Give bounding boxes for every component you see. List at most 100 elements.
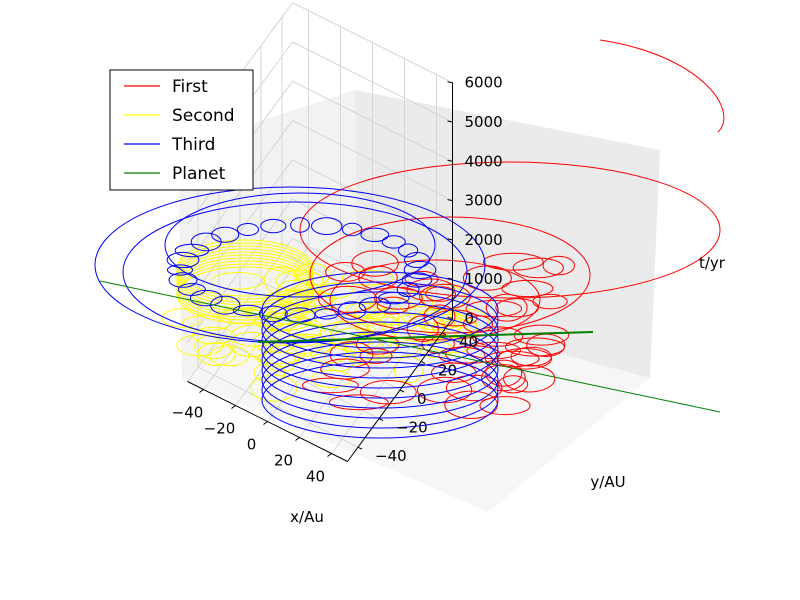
third-stack-8 [261,281,499,359]
first-loop-27 [479,396,531,416]
first-loop-1 [512,257,564,279]
x-tick-label-0: −40 [172,404,204,422]
y-tick-label-3: 20 [438,361,457,379]
first-loop-44 [376,296,410,315]
second-loop-37 [181,315,232,331]
legend-label-planet: Planet [172,164,226,184]
first-loop-26 [417,376,473,404]
third-loop-0 [403,260,437,280]
planet-path-long [99,280,721,413]
legend: First Second Third Planet [109,69,254,191]
z-tick-mark-2 [447,238,453,241]
first-loop-42 [423,304,456,329]
third-loop-5 [337,301,367,320]
z-tick-label-5: 5000 [465,113,503,131]
first-orbit-2 [299,161,721,299]
third-loop-22 [311,217,343,236]
z-tick-label-3: 3000 [465,192,503,210]
second-loop-64 [263,266,299,295]
z-tick-mark-1 [447,277,453,280]
first-loop-32 [445,374,503,402]
first-loop-20 [485,293,528,322]
grid-left-wall-h-2 [187,159,293,304]
first-loop-29 [496,348,553,370]
second-loop-46 [362,340,419,358]
first-loop-10 [425,286,457,302]
z-tick-label-1: 1000 [465,270,503,288]
z-tick-mark-0 [447,317,453,319]
legend-label-first: First [172,77,208,97]
third-orbit-0 [164,192,436,298]
second-loop-12 [263,344,300,373]
first-loop-41 [404,270,439,287]
z-tick-mark-3 [447,199,453,202]
y-tick-label-1: −20 [396,419,428,437]
third-stack-0 [261,361,499,439]
second-loop-16 [341,269,394,286]
third-loop-1 [401,272,433,288]
first-loop-30 [497,375,529,394]
third-loop-26 [398,243,419,258]
y-tick-mark-3 [420,360,426,364]
x-tick-label-1: −20 [204,420,236,438]
first-loop-4 [503,364,556,393]
grid-right-wall-h-3 [292,120,453,202]
second-loop-13 [176,334,224,357]
third-loop-20 [260,218,287,234]
y-tick-mark-1 [378,418,384,422]
third-orbit-1 [122,201,468,343]
third-stack-6 [261,301,499,379]
x-tick-label-3: 20 [274,452,293,470]
third-loop-11 [189,289,223,307]
first-loop-46 [481,364,526,392]
z-tick-mark-6 [447,81,453,84]
third-orbit-2 [94,186,486,344]
z-axis-label: t/yr [699,254,726,272]
third-loop-15 [166,251,200,269]
first-loop-31 [351,250,399,277]
third-loop-24 [360,227,390,243]
second-loop-35 [192,326,235,345]
first-loop-18 [359,348,393,364]
first-loop-47 [462,265,512,291]
y-tick-label-4: 40 [459,333,478,351]
x-tick-mark-4 [327,453,332,457]
x-tick-mark-2 [263,421,268,425]
z-tick-label-2: 2000 [465,231,503,249]
third-stack-1 [261,351,499,429]
x-tick-label-4: 40 [306,468,325,486]
legend-label-second: Second [172,106,235,126]
first-loop-43 [406,315,439,343]
third-loop-21 [290,217,310,233]
second-band-9 [176,239,314,297]
grid-left-wall-h-3 [187,120,293,264]
first-loop-14 [466,341,522,360]
third-stack-4 [261,321,499,399]
second-loop-28 [393,355,424,384]
third-loop-4 [358,297,391,314]
first-loop-6 [329,394,389,411]
second-loop-31 [196,342,236,366]
x-axis-label: x/Au [290,508,324,526]
third-loop-25 [381,235,406,249]
z-tick-mark-4 [447,159,453,162]
third-loop-13 [168,272,198,288]
third-loop-19 [236,223,259,236]
x-tick-label-2: 0 [247,436,257,454]
third-loop-23 [341,222,363,237]
third-loop-9 [232,304,263,317]
tick-labels: −40−2002040−40−2002040010002000300040005… [172,74,503,486]
y-tick-label-2: 0 [417,390,427,408]
y-tick-label-0: −40 [375,447,407,465]
second-loop-6 [257,350,296,368]
third-loop-7 [284,307,316,323]
second-loop-33 [250,374,298,402]
third-loop-18 [211,226,240,243]
x-tick-mark-0 [199,389,204,393]
z-tick-label-6: 6000 [465,74,503,92]
first-loop-21 [482,252,544,271]
y-axis-label: y/AU [590,473,625,491]
y-tick-mark-4 [441,332,447,336]
